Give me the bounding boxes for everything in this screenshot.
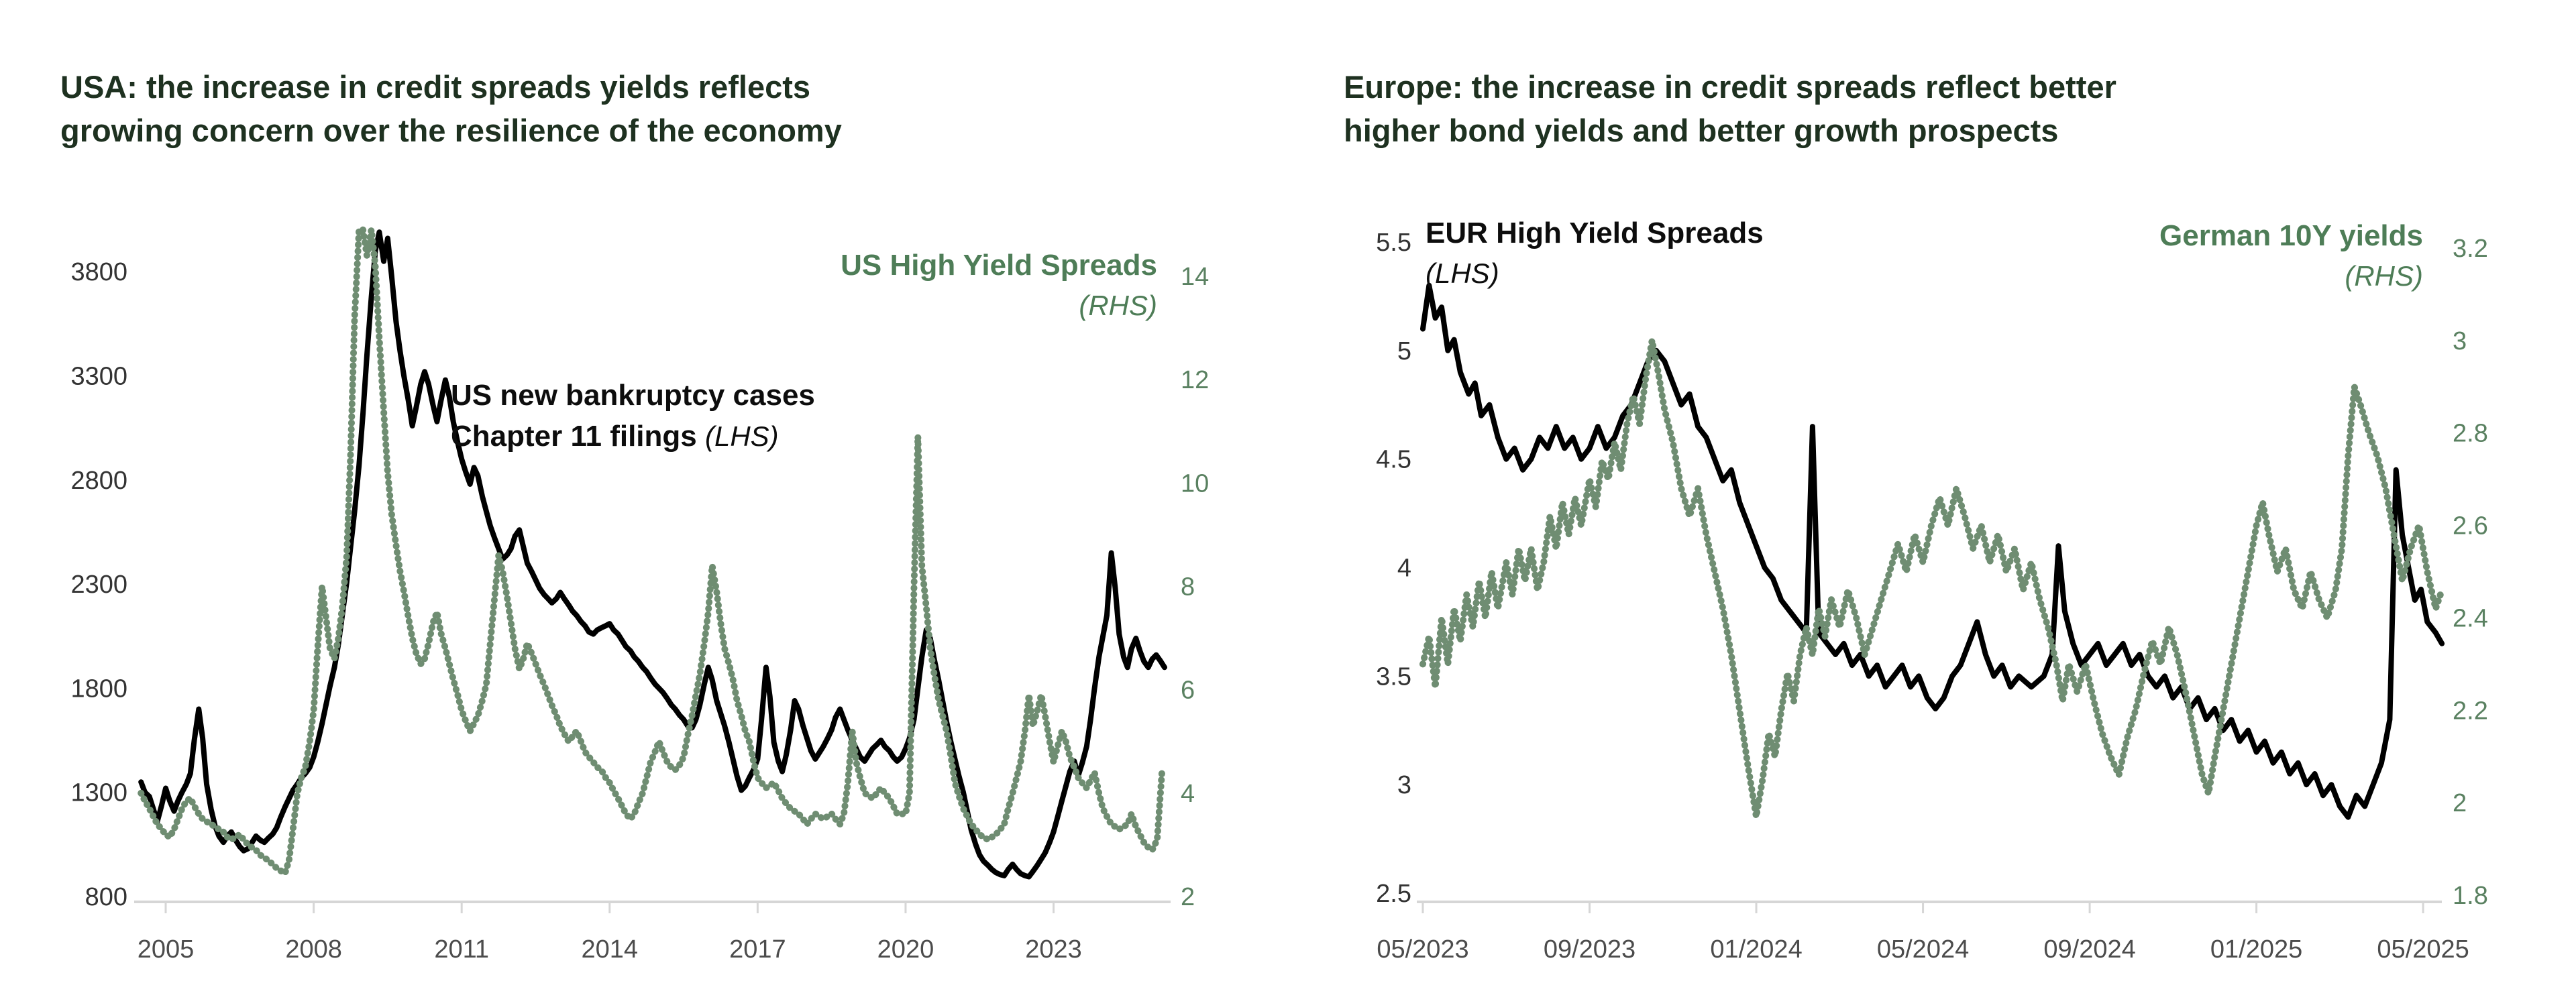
- usa-y-right-tick-label: 14: [1181, 263, 1209, 291]
- europe-y-left-tick-label: 4: [1397, 554, 1411, 582]
- europe-black-series-label: EUR High Yield Spreads: [1426, 217, 1764, 249]
- usa-y-left-tick-label: 1800: [70, 675, 127, 703]
- europe-y-right-tick-label: 2: [2453, 789, 2467, 817]
- usa-y-left-tick-label: 2300: [70, 571, 127, 599]
- europe-y-right-tick-label: 3.2: [2453, 235, 2488, 263]
- usa-x-tick-label: 2011: [434, 935, 489, 964]
- europe-black-series-legend: EUR High Yield Spreads (LHS): [1426, 213, 1962, 293]
- europe-black-series-axis-tag: (LHS): [1426, 257, 1499, 289]
- europe-y-right-tick-label: 1.8: [2453, 882, 2488, 910]
- europe-green-series-line: [1419, 337, 2446, 820]
- usa-y-left-tick-label: 3300: [70, 363, 127, 391]
- usa-y-right-tick-label: 10: [1181, 469, 1209, 498]
- europe-green-series-legend: German 10Y yields (RHS): [1945, 216, 2423, 296]
- europe-chart-title-line2: higher bond yields and better growth pro…: [1344, 112, 2059, 148]
- europe-chart-title-line1: Europe: the increase in credit spreads r…: [1344, 69, 2116, 105]
- usa-black-series-line: [138, 229, 1167, 880]
- usa-green-series-legend: US High Yield Spreads (RHS): [738, 245, 1157, 325]
- usa-y-right-tick-label: 4: [1181, 780, 1195, 808]
- usa-y-left-tick-label: 2800: [70, 467, 127, 495]
- europe-x-tick-label: 01/2024: [1710, 935, 1802, 964]
- usa-y-left-tick-label: 800: [85, 883, 127, 911]
- usa-x-tick-label: 2017: [729, 935, 786, 964]
- usa-y-right-tick-label: 6: [1181, 677, 1195, 705]
- europe-y-left-tick-label: 4.5: [1376, 446, 1411, 474]
- europe-x-tick-label: 09/2024: [2043, 935, 2135, 964]
- usa-y-right-tick-label: 12: [1181, 366, 1209, 394]
- usa-x-tick-label: 2005: [138, 935, 195, 964]
- europe-y-right-tick-label: 2.8: [2453, 420, 2488, 448]
- europe-y-right-tick-label: 2.4: [2453, 604, 2488, 632]
- europe-y-right-tick-label: 2.6: [2453, 512, 2488, 540]
- usa-black-series-legend: US new bankruptcy cases Chapter 11 filin…: [451, 376, 1055, 457]
- usa-black-series-label-line1: US new bankruptcy cases: [451, 379, 815, 412]
- usa-x-tick-label: 2008: [285, 935, 342, 964]
- europe-black-series-line: [1420, 282, 2445, 820]
- europe-x-tick-label: 05/2023: [1377, 935, 1468, 964]
- usa-black-series-label-line2: Chapter 11 filings (LHS): [451, 419, 779, 453]
- usa-x-tick-label: 2014: [581, 935, 638, 964]
- europe-y-left-tick-label: 3.5: [1376, 662, 1411, 691]
- europe-y-left-tick-label: 5.5: [1376, 229, 1411, 257]
- usa-chart-title-line2: growing concern over the resilience of t…: [60, 112, 842, 148]
- usa-y-right-tick-label: 8: [1181, 573, 1195, 601]
- europe-x-tick-label: 05/2024: [1877, 935, 1969, 964]
- usa-green-series-label: US High Yield Spreads: [841, 249, 1157, 282]
- usa-chart-title: USA: the increase in credit spreads yiel…: [60, 66, 1167, 153]
- europe-green-series-label: German 10Y yields: [2159, 219, 2423, 252]
- europe-y-left-tick-label: 3: [1397, 771, 1411, 799]
- europe-y-left-tick-label: 2.5: [1376, 880, 1411, 908]
- usa-green-series-line: [138, 226, 1166, 877]
- usa-black-series-axis-tag: (LHS): [704, 420, 779, 452]
- europe-x-tick-label: 09/2023: [1544, 935, 1635, 964]
- usa-y-left-tick-label: 3800: [70, 258, 127, 286]
- europe-green-series-axis-tag: (RHS): [2345, 259, 2423, 292]
- europe-y-right-tick-label: 2.2: [2453, 697, 2488, 725]
- usa-chart-title-line1: USA: the increase in credit spreads yiel…: [60, 69, 811, 105]
- europe-chart-title: Europe: the increase in credit spreads r…: [1344, 66, 2498, 153]
- europe-y-right-tick-label: 3: [2453, 327, 2467, 355]
- europe-x-tick-label: 01/2025: [2210, 935, 2302, 964]
- europe-x-tick-label: 05/2025: [2377, 935, 2469, 964]
- usa-green-series-axis-tag: (RHS): [1079, 289, 1157, 321]
- usa-y-right-tick-label: 2: [1181, 883, 1195, 911]
- europe-y-left-tick-label: 5: [1397, 337, 1411, 365]
- usa-y-left-tick-label: 1300: [70, 779, 127, 807]
- usa-x-tick-label: 2020: [877, 935, 934, 964]
- usa-x-tick-label: 2023: [1025, 935, 1082, 964]
